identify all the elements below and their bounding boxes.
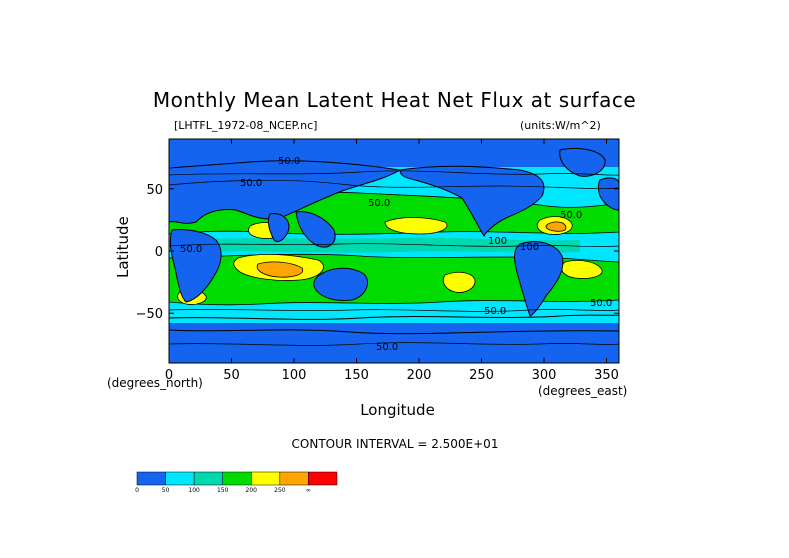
x-unit-note: (degrees_east) (538, 384, 628, 398)
north-pacific-high (384, 217, 448, 235)
x-tick-label: 150 (344, 368, 369, 383)
land-australia (313, 267, 368, 301)
x-tick-label: 200 (407, 368, 432, 383)
x-tick-label: 0 (165, 368, 173, 383)
colorbar-swatch (251, 471, 281, 486)
x-axis: 0 50 100 150 200 250 300 350 (165, 139, 619, 383)
land-north-america (399, 165, 545, 238)
colorbar-label: 50 (162, 487, 170, 494)
units-label: (units:W/m^2) (520, 119, 601, 132)
colorbar-label: 0 (135, 487, 139, 494)
x-axis-label: Longitude (360, 401, 435, 419)
southern-ocean-contour (169, 314, 619, 320)
colorbar-label: 100 (188, 487, 200, 494)
colorbar-label: ∞ (306, 487, 311, 494)
colorbar-label: 150 (217, 487, 229, 494)
contour-label: 100 (520, 242, 539, 253)
flux-field (169, 139, 619, 363)
x-tick-label: 350 (594, 368, 619, 383)
contour-label: 50.0 (560, 210, 582, 221)
colorbar-swatch (193, 471, 223, 486)
contour-label: 50.0 (180, 244, 202, 255)
contour-interval: CONTOUR INTERVAL = 2.500E+01 (291, 437, 499, 451)
colorbar-swatch (308, 471, 338, 486)
contour-line (169, 243, 619, 247)
y-axis-label: Latitude (114, 216, 132, 278)
atlantic-peak (545, 221, 567, 232)
land-africa (169, 229, 222, 303)
colorbar-swatch (165, 471, 195, 486)
contour-line (169, 170, 619, 176)
equatorial-cyan (190, 237, 580, 253)
land-greenland (559, 147, 606, 177)
x-tick-label: 100 (282, 368, 307, 383)
y-tick-label: 50 (146, 183, 163, 198)
contour-line (169, 342, 619, 346)
contour-label: 50.0 (240, 178, 262, 189)
colorbar-swatch (222, 471, 252, 486)
y-axis: 50 0 −50 (136, 183, 619, 322)
contour-label: 50.0 (484, 306, 506, 317)
y-tick-label: −50 (136, 307, 163, 322)
contour-line (169, 179, 619, 189)
land-eurasia (169, 160, 402, 224)
south-atlantic-high (561, 260, 603, 279)
x-tick-label: 250 (469, 368, 494, 383)
indian-ocean-peak (256, 261, 304, 278)
contour-label: 100 (488, 236, 507, 247)
contour-label: 50.0 (376, 342, 398, 353)
contour-label: 50.0 (590, 298, 612, 309)
colorbar-label: 250 (274, 487, 286, 494)
y-unit-note: (degrees_north) (107, 376, 203, 390)
land-europe-west (598, 177, 619, 211)
contour-label: 50.0 (368, 198, 390, 209)
x-tick-label: 300 (532, 368, 557, 383)
south-pacific-high (442, 271, 476, 293)
contour-labels: 50.0 50.0 50.0 50.0 50.0 50.0 50.0 50.0 … (180, 156, 612, 353)
land-india (267, 213, 290, 243)
colorbar-swatch (279, 471, 309, 486)
contour-line (169, 309, 619, 312)
colorbar: 0 50 100 150 200 250 ∞ (135, 471, 338, 494)
chart-title: Monthly Mean Latent Heat Net Flux at sur… (152, 88, 637, 112)
y-tick-label: 0 (155, 245, 163, 260)
contour-label: 50.0 (278, 156, 300, 167)
antarctic-contour (169, 329, 619, 335)
x-tick-label: 50 (223, 368, 240, 383)
land-south-america (514, 241, 564, 317)
colorbar-label: 200 (246, 487, 258, 494)
source-file-label: [LHTFL_1972-08_NCEP.nc] (174, 119, 318, 132)
colorbar-swatch (136, 471, 166, 486)
